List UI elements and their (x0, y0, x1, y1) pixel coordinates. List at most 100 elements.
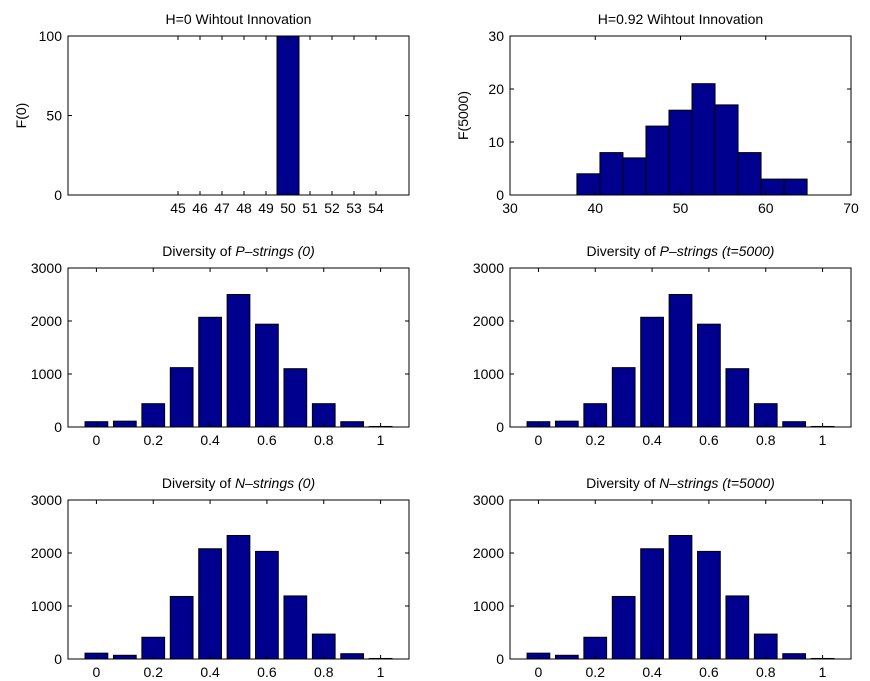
bar (283, 368, 308, 428)
bar (714, 104, 739, 196)
y-tick-label: 0 (496, 651, 504, 667)
bar (611, 367, 636, 428)
axes-box (509, 267, 852, 428)
y-tick-label: 0 (54, 419, 62, 435)
x-tick-label: 0.4 (200, 432, 220, 448)
y-tick-label: 2000 (31, 545, 62, 561)
x-tick-label: 50 (673, 200, 689, 216)
x-tick-label: 0 (535, 432, 543, 448)
x-tick-label: 53 (346, 200, 362, 216)
y-tick-label: 2000 (31, 313, 62, 329)
x-tick-label: 0.4 (642, 432, 662, 448)
bar (599, 152, 624, 196)
bar (697, 550, 721, 660)
bar (198, 548, 222, 660)
x-tick-label: 0.2 (144, 432, 164, 448)
x-tick-label: 0.8 (314, 664, 334, 680)
subplot-3: 0 0.2 0.4 0.6 0.8 1 0 1000 2000 3000 Diversity of … (31, 243, 410, 448)
y-axis-label: F(0) (13, 103, 29, 129)
subplot-5: 0 0.2 0.4 0.6 0.8 1 0 1000 2000 3000 Diversity of … (31, 475, 410, 680)
bar (640, 548, 664, 660)
bar (725, 595, 750, 660)
chart-title: H=0 Wihtout Innovation (166, 11, 312, 27)
axes-box (67, 267, 410, 428)
bar (737, 152, 762, 196)
bar (169, 367, 194, 428)
bar (112, 654, 137, 660)
y-tick-label: 20 (488, 81, 504, 97)
y-tick-label: 30 (488, 28, 504, 44)
x-tick-label: 45 (170, 200, 186, 216)
x-tick-label: 0 (535, 664, 543, 680)
y-tick-label: 1000 (473, 366, 504, 382)
x-tick-label: 60 (758, 200, 774, 216)
bar (340, 653, 365, 660)
bar (554, 420, 579, 428)
y-tick-label: 0 (496, 419, 504, 435)
x-tick-label: 0.6 (699, 664, 719, 680)
x-tick-label: 50 (280, 200, 296, 216)
y-tick-label: 1000 (31, 366, 62, 382)
x-tick-label: 30 (502, 200, 518, 216)
x-tick-label: 1 (819, 664, 827, 680)
x-tick-label: 70 (843, 200, 859, 216)
bar (576, 173, 601, 196)
y-tick-label: 0 (496, 187, 504, 203)
bar (283, 595, 308, 660)
chart-title: H=0.92 Wihtout Innovation (598, 11, 763, 27)
y-axis-label: F(5000) (455, 91, 471, 140)
bar (622, 157, 647, 196)
x-tick-label: 0.6 (257, 432, 277, 448)
bar (782, 653, 807, 660)
x-tick-label: 1 (377, 432, 385, 448)
y-tick-label: 2000 (473, 545, 504, 561)
y-tick-label: 1000 (473, 598, 504, 614)
x-tick-label: 0.4 (642, 664, 662, 680)
x-tick-label: 0.8 (756, 664, 776, 680)
bar (668, 294, 693, 428)
chart-title: Diversity of P–strings (0) (162, 243, 314, 259)
bar (276, 35, 300, 196)
subplot-1: 45 46 47 48 49 50 51 52 53 54 0 50 100 H=0 Wihtout In… (13, 11, 410, 216)
bar (783, 178, 808, 196)
bar (645, 125, 670, 196)
y-tick-label: 10 (488, 134, 504, 150)
x-tick-label: 48 (236, 200, 252, 216)
x-tick-label: 0.2 (586, 432, 606, 448)
x-tick-label: 0.8 (314, 432, 334, 448)
axes-box (509, 499, 852, 660)
subplot-2: 30 40 50 60 70 0 10 20 30 H=0.92 Wihtout Innovati… (455, 11, 859, 216)
bar (198, 316, 222, 428)
x-tick-label: 0.4 (200, 664, 220, 680)
y-tick-label: 0 (54, 651, 62, 667)
x-tick-label: 54 (368, 200, 384, 216)
x-tick-label: 51 (302, 200, 318, 216)
bar (760, 178, 785, 196)
axes-box (67, 499, 410, 660)
bar (697, 323, 721, 428)
bar (226, 535, 251, 660)
x-tick-label: 0 (93, 432, 101, 448)
x-tick-label: 47 (214, 200, 230, 216)
y-tick-label: 2000 (473, 313, 504, 329)
bar (640, 316, 664, 428)
x-tick-label: 1 (819, 432, 827, 448)
y-tick-label: 0 (54, 187, 62, 203)
bar (668, 109, 693, 196)
x-tick-label: 0.6 (257, 664, 277, 680)
x-tick-label: 0.2 (144, 664, 164, 680)
y-tick-label: 3000 (31, 260, 62, 276)
x-tick-label: 40 (587, 200, 603, 216)
bar (554, 654, 579, 660)
bar (255, 550, 279, 660)
bar (112, 420, 137, 428)
x-tick-label: 46 (192, 200, 208, 216)
chart-title: Diversity of P–strings (t=5000) (587, 243, 775, 259)
bar (169, 595, 194, 660)
bar (226, 294, 251, 428)
chart-title: Diversity of N–strings (0) (162, 475, 315, 491)
x-tick-label: 0.8 (756, 432, 776, 448)
y-tick-label: 3000 (473, 492, 504, 508)
y-tick-label: 50 (46, 108, 62, 124)
